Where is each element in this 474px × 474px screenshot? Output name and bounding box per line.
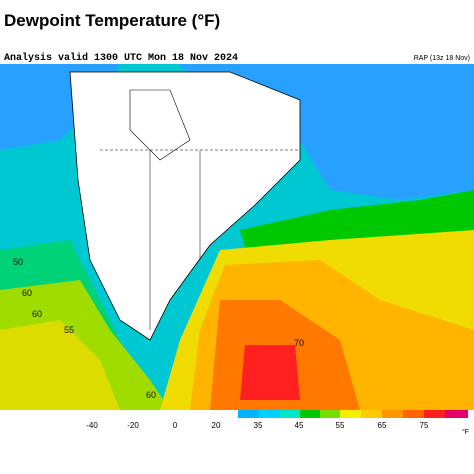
colorbar-tick: 35 [254, 421, 263, 430]
colorbar: -40 -20 0 20 35 45 55 65 75 °F [86, 410, 469, 436]
contour-label: 60 [146, 390, 156, 400]
contour-label: 50 [13, 257, 23, 267]
colorbar-tick: 65 [378, 421, 387, 430]
contour-label: 55 [64, 325, 74, 335]
contour-label: 60 [32, 309, 42, 319]
colorbar-unit: °F [462, 428, 469, 436]
title: Dewpoint Temperature (°F) [4, 11, 220, 30]
map: 50 60 60 55 70 60 [0, 64, 474, 410]
colorbar-tick: 20 [212, 421, 221, 430]
colorbar-tick: -40 [86, 421, 98, 430]
contour-label: 60 [22, 288, 32, 298]
subtitle: Analysis valid 1300 UTC Mon 18 Nov 2024 [4, 52, 238, 64]
colorbar-tick: 75 [420, 421, 429, 430]
colorbar-tick: 0 [173, 421, 178, 430]
model-label: RAP (13z 18 Nov) [414, 55, 470, 62]
colorbar-tick: 45 [295, 421, 304, 430]
colorbar-tick: -20 [127, 421, 139, 430]
colorbar-tick: 55 [336, 421, 345, 430]
contour-label: 70 [294, 338, 304, 348]
